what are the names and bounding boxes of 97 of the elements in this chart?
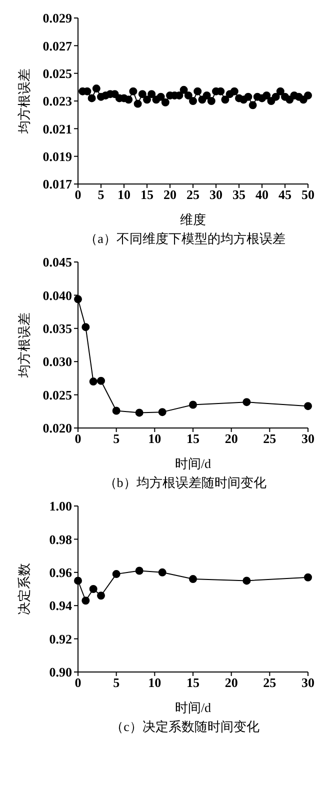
x-tick-label: 0 [74, 431, 82, 446]
point [148, 90, 156, 98]
point [242, 398, 251, 406]
point [129, 87, 138, 96]
point [138, 90, 146, 98]
x-axis-title: 时间/d [174, 700, 212, 715]
text: （b）均方根误差随时间变化 [102, 474, 268, 492]
point [262, 91, 271, 100]
point [202, 91, 211, 100]
y-tick-label: 0.029 [42, 10, 72, 26]
x-tick-label: 35 [232, 187, 246, 202]
y-tick-label: 0.92 [49, 631, 72, 646]
x-tick-label: 20 [224, 675, 238, 690]
y-tick-label: 0.96 [49, 565, 72, 580]
point [82, 596, 90, 605]
x-tick-label: 30 [302, 431, 314, 446]
point [189, 97, 197, 105]
point [304, 402, 312, 410]
y-tick-label: 0.019 [42, 148, 72, 164]
y-tick-label: 0.030 [42, 354, 72, 370]
point [156, 92, 165, 101]
x-tick-label: 10 [118, 187, 130, 202]
x-tick-label: 45 [278, 187, 292, 202]
point [242, 576, 251, 585]
point [272, 92, 280, 101]
y-tick-label: 0.98 [49, 532, 72, 547]
y-tick-label: 0.025 [42, 66, 72, 81]
x-tick-label: 30 [210, 187, 222, 202]
point [92, 84, 100, 93]
x-axis-title: 维度 [180, 212, 206, 227]
point [88, 94, 96, 102]
x-tick-label: 25 [186, 187, 200, 202]
x-tick-label: 15 [186, 431, 200, 446]
y-tick-label: 0.017 [42, 176, 72, 192]
point [89, 585, 98, 593]
point [189, 400, 197, 409]
x-tick-label: 0 [74, 675, 82, 690]
y-tick-label: 0.020 [42, 420, 72, 436]
x-tick-label: 10 [148, 675, 162, 690]
y-tick-label: 0.021 [42, 121, 72, 136]
point [74, 576, 82, 585]
point [143, 96, 151, 104]
x-tick-label: 40 [256, 187, 268, 202]
point [135, 408, 144, 417]
x-tick-label: 20 [224, 431, 238, 446]
y-axis-title: 均方根误差 [16, 68, 32, 134]
text: （c）决定系数随时间变化 [110, 718, 260, 736]
point [180, 86, 188, 94]
y-tick-label: 1.00 [49, 498, 72, 514]
y-tick-label: 0.90 [49, 664, 72, 680]
y-tick-label: 0.94 [49, 598, 72, 614]
point [158, 568, 166, 576]
text: （a）不同维度下模型的均方根误差 [84, 230, 286, 248]
point [74, 295, 82, 304]
y-tick-label: 0.035 [42, 321, 72, 336]
point [221, 96, 230, 104]
y-axis-title: 均方根误差 [16, 312, 32, 378]
point [134, 100, 142, 108]
point [207, 97, 216, 105]
point [304, 91, 312, 100]
y-tick-label: 0.045 [42, 254, 72, 270]
point [97, 376, 105, 385]
x-tick-label: 5 [113, 431, 120, 446]
x-tick-label: 25 [263, 431, 277, 446]
x-tick-label: 20 [164, 187, 176, 202]
x-tick-label: 15 [186, 675, 200, 690]
point [112, 570, 120, 578]
x-tick-label: 5 [98, 187, 105, 202]
y-tick-label: 0.025 [42, 387, 72, 402]
point [304, 573, 312, 582]
point [82, 323, 90, 332]
x-tick-label: 15 [140, 187, 154, 202]
x-tick-label: 30 [302, 675, 314, 690]
y-tick-label: 0.027 [42, 38, 72, 54]
point [112, 406, 120, 415]
x-tick-label: 10 [148, 431, 162, 446]
point [89, 378, 98, 386]
point [244, 92, 252, 101]
point [158, 408, 166, 416]
point [124, 96, 133, 104]
x-tick-label: 50 [302, 187, 314, 202]
point [276, 87, 284, 96]
point [248, 101, 257, 110]
point [135, 566, 144, 575]
x-tick-label: 0 [74, 187, 82, 202]
point [97, 592, 105, 600]
y-axis-title: 决定系数 [16, 563, 32, 615]
x-tick-label: 5 [113, 675, 120, 690]
point [194, 87, 202, 96]
x-tick-label: 25 [263, 675, 277, 690]
x-axis-title: 时间/d [174, 456, 212, 471]
point [184, 91, 192, 100]
point [230, 87, 238, 96]
point [189, 575, 197, 584]
y-tick-label: 0.023 [42, 94, 72, 109]
point [161, 98, 170, 106]
y-tick-label: 0.040 [42, 288, 72, 303]
